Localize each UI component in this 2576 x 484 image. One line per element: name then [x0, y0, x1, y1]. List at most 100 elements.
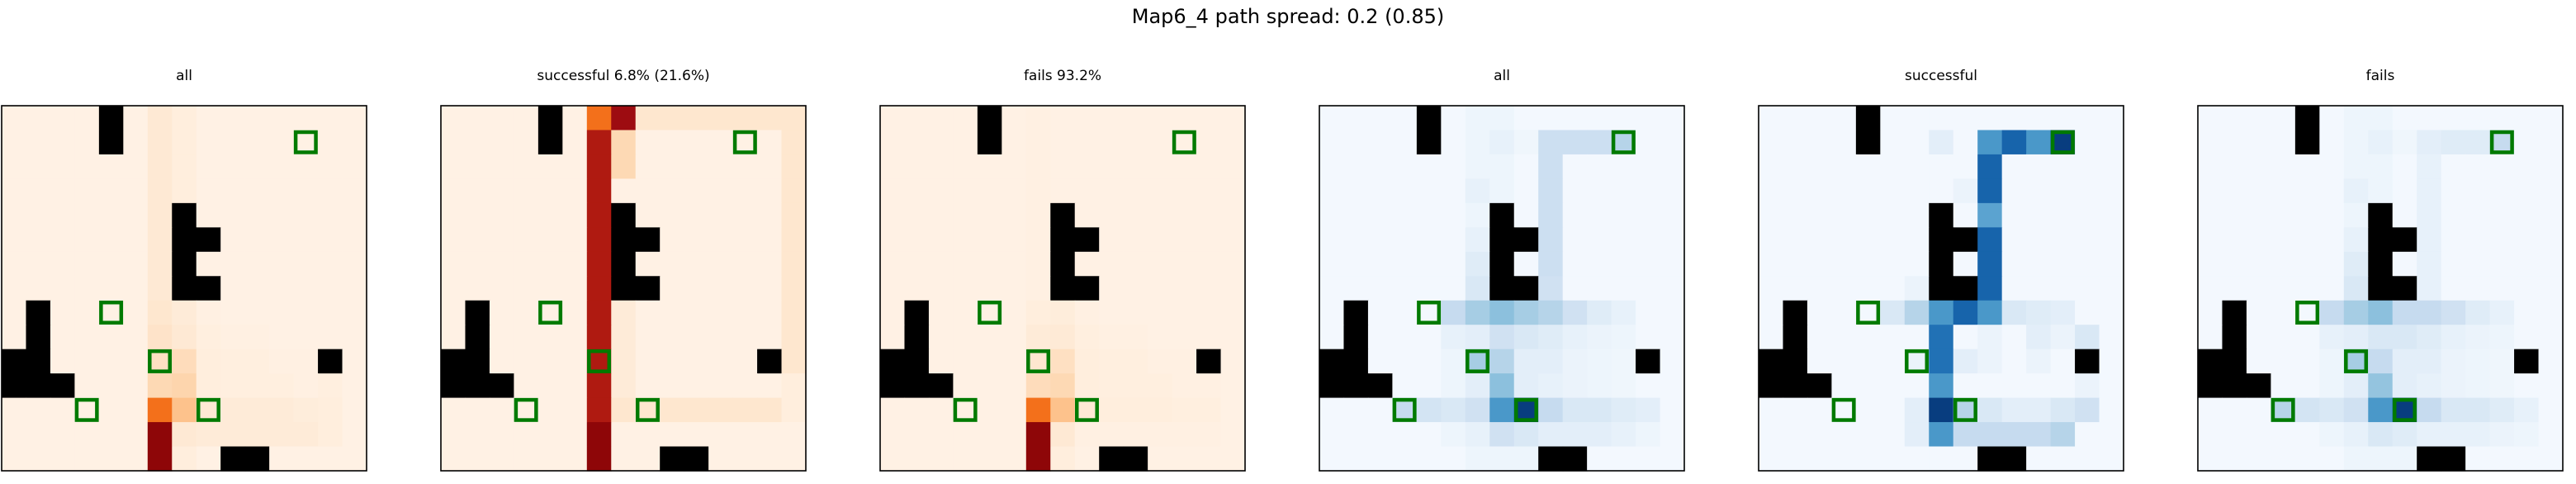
heat-cell: [147, 446, 173, 472]
heat-cell: [2294, 276, 2320, 301]
heat-cell: [2099, 349, 2124, 374]
heat-cell: [660, 397, 685, 423]
heat-cell: [1172, 300, 1197, 325]
heat-cell: [2465, 422, 2491, 448]
heat-cell: [2, 397, 27, 423]
heat-cell: [1074, 446, 1100, 472]
obstacle-cell: [880, 349, 906, 374]
heat-cell: [1416, 325, 1442, 350]
heat-cell: [1025, 276, 1051, 301]
heat-cell: [2417, 130, 2442, 155]
heat-cell: [318, 251, 343, 277]
heat-cell: [2538, 397, 2564, 423]
heat-cell: [269, 325, 295, 350]
heat-cell: [2392, 325, 2417, 350]
heat-cell: [1367, 422, 1393, 448]
heat-cell: [2368, 373, 2394, 399]
heat-cell: [74, 325, 100, 350]
heat-cell: [1099, 325, 1125, 350]
heat-cell: [1319, 251, 1345, 277]
obstacle-cell: [1319, 349, 1345, 374]
obstacle-cell: [1489, 227, 1515, 253]
heat-cell: [1807, 202, 1832, 228]
heat-cell: [2417, 325, 2442, 350]
heat-cell: [684, 106, 709, 131]
heat-cell: [928, 227, 954, 253]
heat-cell: [2368, 154, 2394, 179]
heat-cell: [1880, 325, 1906, 350]
heat-cell: [1489, 422, 1515, 448]
heat-cell: [342, 178, 367, 204]
heat-cell: [1562, 300, 1588, 325]
heat-cell: [732, 178, 758, 204]
obstacle-cell: [1953, 227, 1978, 253]
heat-cell: [1636, 251, 1661, 277]
heat-cell: [732, 422, 758, 448]
heat-cell: [1538, 106, 1564, 131]
obstacle-cell: [1759, 373, 1784, 399]
heat-cell: [1441, 422, 1466, 448]
goal-marker: [1074, 397, 1099, 422]
heat-cell: [880, 154, 906, 179]
heat-cell: [2368, 325, 2394, 350]
heat-cell: [2026, 300, 2052, 325]
obstacle-cell: [26, 325, 51, 350]
heat-cell: [1855, 325, 1881, 350]
heat-cell: [74, 154, 100, 179]
heat-cell: [2392, 251, 2417, 277]
heat-cell: [1831, 276, 1857, 301]
heat-cell: [1611, 178, 1636, 204]
heat-cell: [1099, 154, 1125, 179]
heat-cell: [2465, 202, 2491, 228]
heat-cell: [1319, 325, 1345, 350]
heat-cell: [1002, 178, 1027, 204]
heat-cell: [781, 422, 807, 448]
heat-cell: [1196, 178, 1222, 204]
heat-cell: [244, 397, 270, 423]
heat-cell: [2368, 178, 2394, 204]
heat-cell: [880, 202, 906, 228]
heat-cell: [2343, 373, 2369, 399]
heat-cell: [1367, 178, 1393, 204]
heat-cell: [1220, 325, 1246, 350]
heat-cell: [50, 300, 75, 325]
heat-cell: [1343, 397, 1369, 423]
heat-cell: [660, 422, 685, 448]
heat-cell: [465, 130, 490, 155]
heat-cell: [1343, 130, 1369, 155]
heat-cell: [2271, 373, 2296, 399]
heat-cell: [2026, 202, 2052, 228]
heat-cell: [1172, 349, 1197, 374]
heat-cell: [1977, 178, 2003, 204]
heat-cell: [1319, 202, 1345, 228]
heat-cell: [537, 251, 563, 277]
heat-cell: [611, 422, 637, 448]
heat-cell: [2075, 251, 2100, 277]
heat-cell: [880, 106, 906, 131]
heat-cell: [2368, 106, 2394, 131]
heat-cell: [1002, 106, 1027, 131]
heat-cell: [489, 349, 514, 374]
heat-cell: [50, 397, 75, 423]
heat-cell: [2465, 300, 2491, 325]
heat-cell: [2222, 202, 2247, 228]
heat-cell: [1904, 373, 1930, 399]
obstacle-cell: [2222, 325, 2247, 350]
heat-cell: [441, 178, 466, 204]
heat-cell: [196, 422, 221, 448]
heat-cell: [757, 178, 783, 204]
heat-cell: [2514, 397, 2540, 423]
heat-cell: [2465, 446, 2491, 472]
heat-cell: [465, 422, 490, 448]
heat-cell: [611, 106, 637, 131]
heat-cell: [2294, 251, 2320, 277]
heat-cell: [1196, 154, 1222, 179]
goal-marker: [1466, 349, 1490, 373]
heat-cell: [2392, 106, 2417, 131]
heat-cell: [1196, 106, 1222, 131]
heat-cell: [1855, 349, 1881, 374]
heat-cell: [1002, 325, 1027, 350]
heat-cell: [98, 422, 124, 448]
obstacle-cell: [1513, 276, 1539, 301]
heat-cell: [880, 446, 906, 472]
